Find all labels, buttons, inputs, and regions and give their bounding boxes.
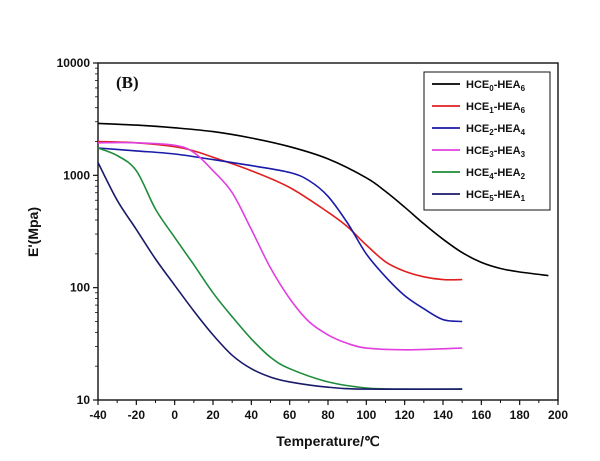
legend-subscript: 6	[521, 84, 526, 93]
legend-entry-3: HCE3-HEA3	[466, 145, 526, 159]
x-axis: -40 -20 0 20 40 60 80 100 120 140 160 180 200	[89, 400, 568, 422]
legend-subscript: 2	[521, 172, 526, 181]
legend-text-part: -HEA	[494, 189, 521, 201]
legend-subscript: 3	[489, 150, 494, 159]
x-tick-label: 20	[206, 408, 220, 422]
x-tick-label: 80	[321, 408, 335, 422]
legend-text-part: -HEA	[494, 167, 521, 179]
panel-label: (B)	[116, 73, 139, 92]
x-tick-label: 120	[395, 408, 415, 422]
x-axis-title: Temperature/℃	[276, 433, 380, 449]
legend-subscript: 4	[521, 128, 526, 137]
legend-entry-4: HCE4-HEA2	[466, 167, 526, 181]
legend-text-part: -HEA	[494, 123, 521, 135]
legend-subscript: 4	[489, 172, 494, 181]
legend-subscript: 0	[489, 84, 494, 93]
legend-text-part: -HEA	[494, 79, 521, 91]
legend-text-part: HCE	[466, 123, 489, 135]
legend-entry-5: HCE5-HEA1	[466, 189, 526, 203]
legend-subscript: 1	[521, 194, 526, 203]
series-line-3	[97, 141, 463, 351]
series-line-0	[97, 122, 549, 277]
series-line-2	[97, 147, 463, 323]
legend-text-part: HCE	[466, 79, 489, 91]
x-tick-label: 160	[471, 408, 491, 422]
series-line-4	[97, 147, 463, 390]
legend-box	[423, 71, 551, 211]
legend-text-part: -HEA	[494, 145, 521, 157]
x-tick-label: 200	[548, 408, 568, 422]
legend: HCE0-HEA6HCE1-HEA6HCE2-HEA4HCE3-HEA3HCE4…	[423, 71, 551, 211]
series-lines	[97, 122, 549, 391]
y-axis-title: E'(Mpa)	[25, 207, 41, 257]
legend-entry-0: HCE0-HEA6	[466, 79, 526, 93]
legend-subscript: 3	[521, 150, 526, 159]
legend-subscript: 2	[489, 128, 494, 137]
x-tick-label: 0	[171, 408, 178, 422]
y-tick-label: 1000	[63, 168, 90, 182]
x-tick-label: 60	[283, 408, 297, 422]
x-tick-label: 100	[356, 408, 376, 422]
y-axis: 10 100 1000 10000	[57, 56, 98, 407]
x-tick-label: -40	[89, 408, 107, 422]
legend-subscript: 5	[489, 194, 494, 203]
x-tick-label: 180	[510, 408, 530, 422]
legend-entry-1: HCE1-HEA6	[466, 101, 526, 115]
legend-text-part: HCE	[466, 167, 489, 179]
legend-subscript: 1	[489, 106, 494, 115]
legend-text-part: HCE	[466, 101, 489, 113]
legend-text-part: -HEA	[494, 101, 521, 113]
legend-subscript: 6	[521, 106, 526, 115]
y-tick-label: 10	[77, 393, 91, 407]
x-tick-label: -20	[128, 408, 146, 422]
legend-text-part: HCE	[466, 189, 489, 201]
legend-entry-2: HCE2-HEA4	[466, 123, 526, 137]
series-line-5	[97, 162, 463, 391]
y-tick-label: 100	[70, 281, 90, 295]
y-tick-label: 10000	[57, 56, 91, 70]
x-tick-label: 40	[245, 408, 259, 422]
x-tick-label: 140	[433, 408, 453, 422]
series-line-1	[97, 140, 463, 281]
legend-text-part: HCE	[466, 145, 489, 157]
